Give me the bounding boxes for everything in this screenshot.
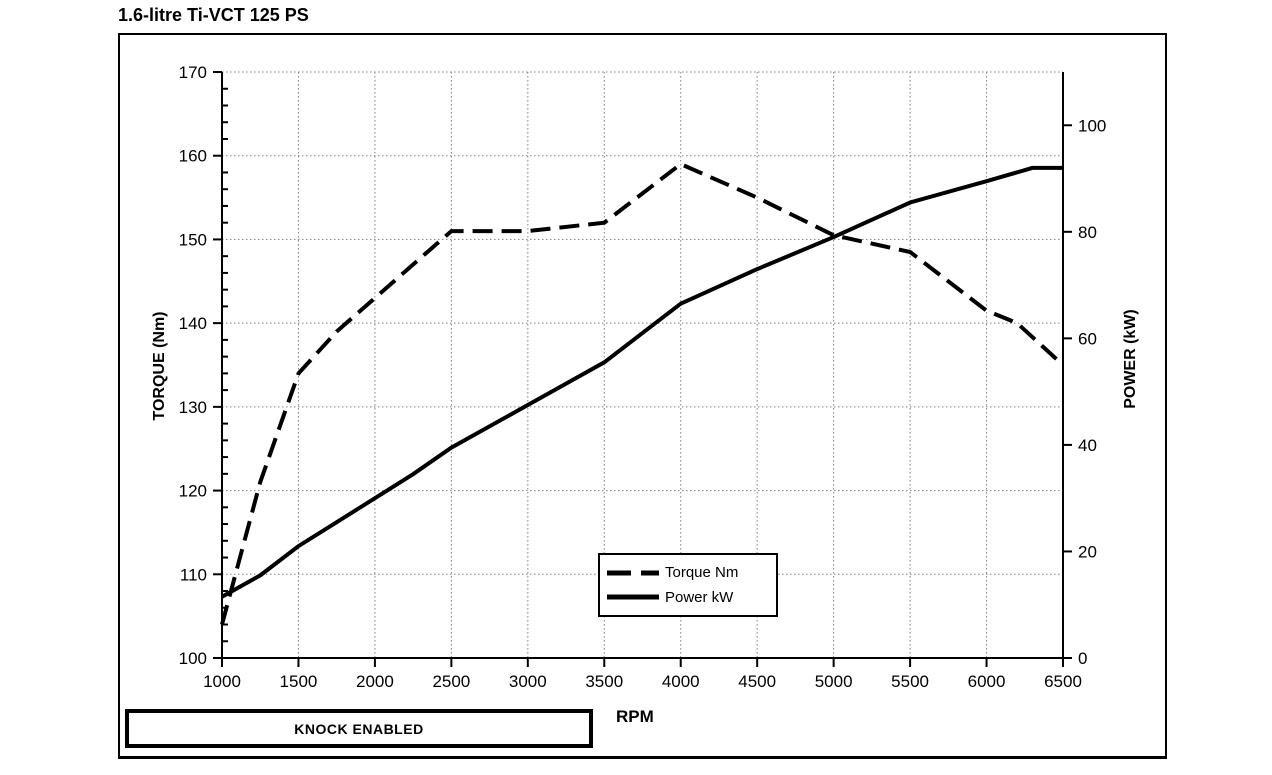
legend-label-power: Power kW (665, 588, 734, 606)
power-solid-line-icon (607, 594, 659, 600)
tick-marks (213, 71, 1072, 667)
power-curve (221, 165, 1063, 599)
knock-enabled-box: KNOCK ENABLED (125, 709, 593, 748)
legend: Torque Nm Power kW (598, 553, 778, 617)
svg-text:40: 40 (1078, 436, 1097, 455)
svg-text:150: 150 (179, 230, 207, 249)
svg-text:4000: 4000 (662, 672, 700, 691)
torque-curve (220, 161, 1065, 626)
svg-text:130: 130 (179, 398, 207, 417)
svg-text:160: 160 (179, 147, 207, 166)
svg-text:2500: 2500 (432, 672, 470, 691)
svg-text:6000: 6000 (968, 672, 1006, 691)
svg-text:1500: 1500 (280, 672, 318, 691)
svg-text:110: 110 (180, 565, 207, 584)
svg-text:120: 120 (179, 482, 207, 501)
svg-text:4500: 4500 (738, 672, 776, 691)
svg-text:5000: 5000 (815, 672, 853, 691)
left-axis-tick-labels: 100 110 120 130 140 150 160 170 (179, 63, 207, 668)
left-axis-title: TORQUE (Nm) (151, 311, 168, 421)
legend-item-torque: Torque Nm (606, 564, 770, 581)
svg-text:80: 80 (1078, 223, 1097, 242)
legend-item-power: Power kW (606, 589, 770, 606)
svg-text:140: 140 (179, 314, 207, 333)
right-axis-title: POWER (kW) (1122, 309, 1139, 409)
svg-text:5500: 5500 (891, 672, 929, 691)
svg-text:20: 20 (1078, 542, 1097, 561)
svg-text:60: 60 (1078, 329, 1097, 348)
chart-outer-border (118, 33, 1167, 759)
svg-text:2000: 2000 (356, 672, 394, 691)
x-axis-title: RPM (616, 707, 654, 726)
svg-text:3000: 3000 (509, 672, 547, 691)
svg-text:0: 0 (1078, 649, 1087, 668)
right-axis-tick-labels: 0 20 40 60 80 100 (1078, 116, 1106, 668)
svg-text:170: 170 (179, 63, 207, 82)
legend-label-torque: Torque Nm (665, 564, 739, 582)
svg-text:1000: 1000 (203, 672, 241, 691)
knock-enabled-label: KNOCK ENABLED (294, 720, 424, 737)
svg-text:100: 100 (179, 649, 207, 668)
x-axis-tick-labels: 1000 1500 2000 2500 3000 3500 4000 4500 5000 5500… (203, 672, 1082, 691)
svg-text:3500: 3500 (585, 672, 623, 691)
svg-text:100: 100 (1078, 116, 1106, 135)
svg-text:6500: 6500 (1044, 672, 1082, 691)
chart-title: 1.6-litre Ti-VCT 125 PS (118, 5, 309, 25)
torque-dashed-line-icon (607, 570, 659, 576)
